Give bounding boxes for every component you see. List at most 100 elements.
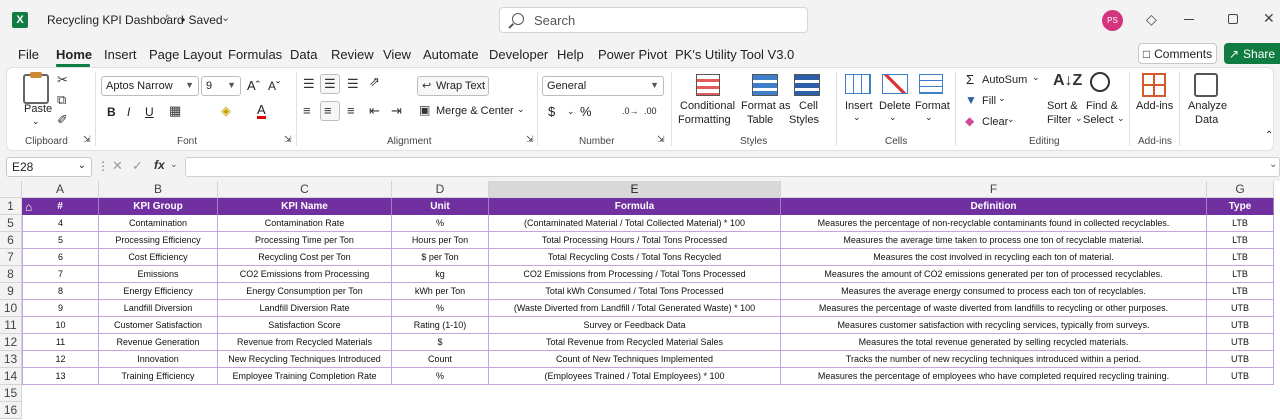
cell-label[interactable]: Cell [799,100,818,112]
header-cell-kpi-name[interactable]: KPI Name [218,198,392,215]
header-cell-kpi-group[interactable]: KPI Group [99,198,218,215]
delete-cells-icon[interactable] [882,74,908,94]
cell-number[interactable]: 7 [22,266,99,283]
cell-unit[interactable]: $ [392,334,489,351]
accounting-icon[interactable]: $ [548,104,556,119]
tab-file[interactable]: File [18,47,39,62]
data-label[interactable]: Data [1195,114,1219,126]
conditional-formatting-icon[interactable] [696,74,720,96]
row-header[interactable]: 8 [0,266,22,283]
format-chevron-icon[interactable]: ⌄ [925,112,933,122]
minimize-icon[interactable] [1184,19,1194,20]
delete-label[interactable]: Delete [879,100,911,112]
column-header-f[interactable]: F [781,181,1207,198]
bold-icon[interactable]: B [107,105,116,119]
cell-unit[interactable]: Count [392,351,489,368]
worksheet-grid[interactable]: A B C D E F G 1 ⌂ # KPI Group KPI Name U… [0,181,1280,420]
column-header-e[interactable]: E [489,181,781,198]
find-select-icon[interactable] [1090,72,1110,92]
cell-kpi-group[interactable]: Cost Efficiency [99,249,218,266]
row-header[interactable]: 15 [0,385,22,402]
cell-unit[interactable]: Hours per Ton [392,232,489,249]
fill-chevron-icon[interactable]: ⌄ [998,93,1006,103]
alignment-launcher-icon[interactable]: ⇲ [526,134,534,144]
increase-indent-icon[interactable]: ⇥ [391,103,402,118]
clear-chevron-icon[interactable]: ⌄ [1007,114,1015,124]
cell-definition[interactable]: Measures the amount of CO2 emissions gen… [781,266,1207,283]
header-cell-type[interactable]: Type [1207,198,1274,215]
fill-color-icon[interactable]: ◈ [221,103,231,118]
row-header[interactable]: 5 [0,215,22,232]
tab-insert[interactable]: Insert [104,47,137,62]
enter-icon[interactable]: ✓ [132,158,143,173]
cell-kpi-group[interactable]: Customer Satisfaction [99,317,218,334]
insert-label[interactable]: Insert [845,100,873,112]
cell-type[interactable]: UTB [1207,368,1274,385]
cell-styles-icon[interactable] [794,74,820,96]
bottom-align-icon[interactable]: ☰ [347,76,359,91]
cell-unit[interactable]: Rating (1-10) [392,317,489,334]
cell-type[interactable]: UTB [1207,351,1274,368]
row-header[interactable]: 11 [0,317,22,334]
tab-view[interactable]: View [383,47,411,62]
cell-number[interactable]: 13 [22,368,99,385]
collapse-ribbon-icon[interactable]: ⌃ [1265,130,1274,141]
cell-number[interactable]: 5 [22,232,99,249]
cell-formula[interactable]: (Employees Trained / Total Employees) * … [489,368,781,385]
underline-icon[interactable]: U [145,105,154,119]
decrease-font-icon[interactable]: Aˇ [268,79,280,93]
cell-definition[interactable]: Measures the percentage of employees who… [781,368,1207,385]
header-cell-number[interactable]: # [22,198,99,215]
format-cells-icon[interactable] [919,74,943,94]
styles-label[interactable]: Styles [789,114,819,126]
increase-font-icon[interactable]: Aˆ [247,78,260,93]
expand-formula-icon[interactable]: ⌄ [1269,159,1278,170]
cell-kpi-name[interactable]: Processing Time per Ton [218,232,392,249]
cell-formula[interactable]: (Contaminated Material / Total Collected… [489,215,781,232]
column-header-g[interactable]: G [1207,181,1274,198]
tab-help[interactable]: Help [557,47,584,62]
merge-chevron-icon[interactable]: ⌄ [517,104,525,114]
autosum-icon[interactable]: Σ [966,72,975,87]
cell-kpi-group[interactable]: Contamination [99,215,218,232]
tab-utility-tool[interactable]: PK's Utility Tool V3.0 [675,47,795,62]
tab-automate[interactable]: Automate [423,47,479,62]
cell-kpi-group[interactable]: Energy Efficiency [99,283,218,300]
cell-formula[interactable]: Count of New Techniques Implemented [489,351,781,368]
clear-label[interactable]: Clear [982,116,1009,128]
conditional-label[interactable]: Conditional [680,100,736,112]
row-header[interactable]: 1 [0,198,22,215]
cell-kpi-name[interactable]: Recycling Cost per Ton [218,249,392,266]
cell-kpi-name[interactable]: Employee Training Completion Rate [218,368,392,385]
find-label[interactable]: Find & [1086,100,1118,112]
close-icon[interactable]: ✕ [1263,10,1275,26]
percent-icon[interactable]: % [580,104,592,119]
cell-kpi-name[interactable]: Energy Consumption per Ton [218,283,392,300]
cell-number[interactable]: 4 [22,215,99,232]
select-label[interactable]: Select [1083,114,1114,126]
paste-icon[interactable] [23,72,49,104]
column-header-b[interactable]: B [99,181,218,198]
header-cell-unit[interactable]: Unit [392,198,489,215]
format-as-label[interactable]: Format as [741,100,791,112]
cell-type[interactable]: LTB [1207,266,1274,283]
cancel-icon[interactable]: ✕ [112,158,123,173]
cell-unit[interactable]: kWh per Ton [392,283,489,300]
tab-developer[interactable]: Developer [489,47,549,62]
cell-unit[interactable]: % [392,215,489,232]
decrease-indent-icon[interactable]: ⇤ [369,103,380,118]
cell-type[interactable]: LTB [1207,283,1274,300]
tab-formulas[interactable]: Formulas [228,47,283,62]
row-header[interactable]: 14 [0,368,22,385]
analyze-data-icon[interactable] [1194,73,1218,97]
delete-chevron-icon[interactable]: ⌄ [889,112,897,122]
cell-type[interactable]: UTB [1207,300,1274,317]
cell-kpi-name[interactable]: Landfill Diversion Rate [218,300,392,317]
cell-number[interactable]: 8 [22,283,99,300]
row-header[interactable]: 13 [0,351,22,368]
cell-type[interactable]: LTB [1207,249,1274,266]
row-header[interactable]: 7 [0,249,22,266]
select-all-corner[interactable] [0,181,22,198]
select-chevron-icon[interactable]: ⌄ [1117,113,1125,123]
font-name-dropdown[interactable]: Aptos Narrow ▼ [101,76,199,96]
